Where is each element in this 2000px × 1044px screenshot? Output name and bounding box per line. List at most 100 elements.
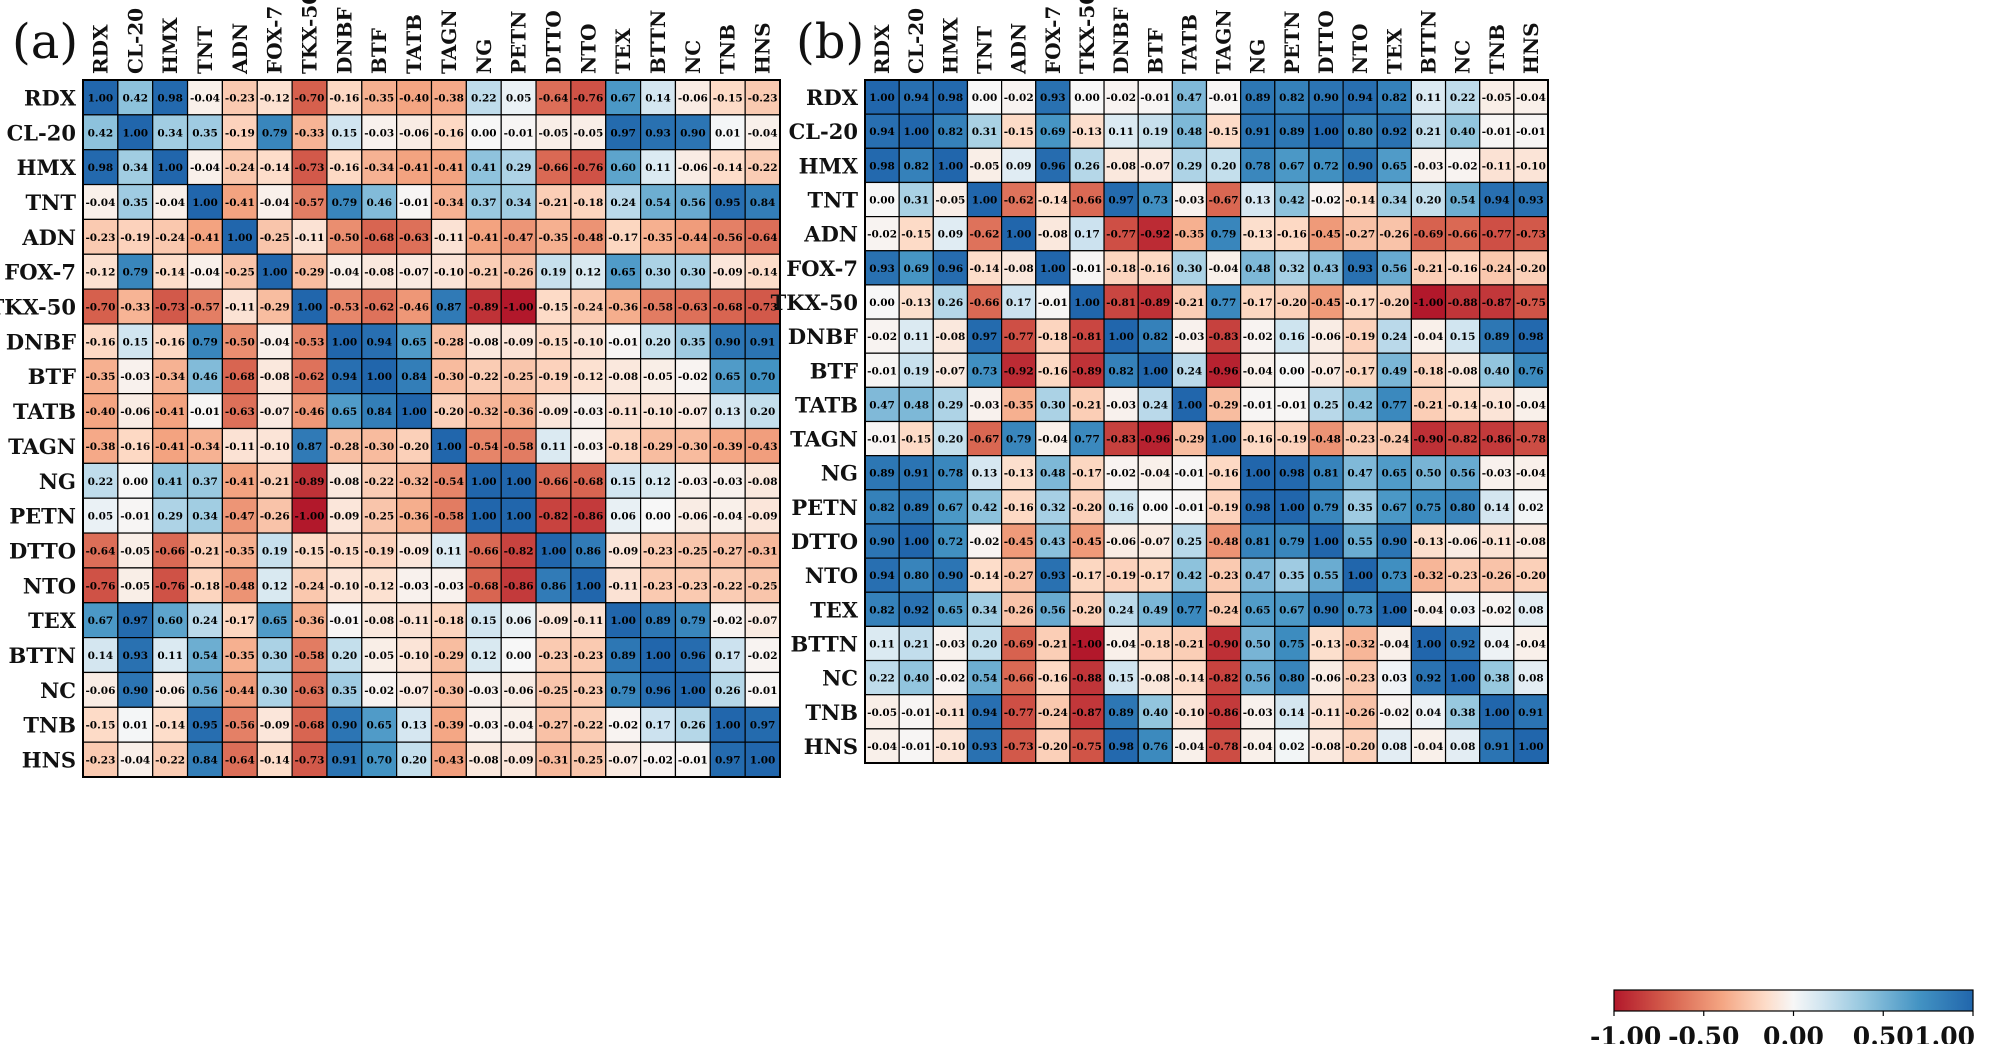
cell-value-b-6-7: -0.81 xyxy=(1106,297,1136,309)
heatmap-cell-a-14-3 xyxy=(186,567,224,604)
heatmap-cell-b-18-2 xyxy=(932,694,969,730)
cell-value-b-8-11: -0.04 xyxy=(1243,365,1273,377)
cell-value-a-17-1: 0.90 xyxy=(122,685,148,697)
cell-value-b-18-15: -0.02 xyxy=(1379,707,1409,719)
cell-value-b-10-19: -0.78 xyxy=(1516,434,1546,446)
cell-value-b-13-8: -0.07 xyxy=(1140,536,1170,548)
cell-value-a-7-12: -0.09 xyxy=(504,336,534,348)
cell-value-a-19-16: -0.02 xyxy=(643,755,673,767)
col-label-b-19: HNS xyxy=(1519,22,1543,74)
cell-value-b-11-14: 0.47 xyxy=(1347,468,1373,480)
cell-value-b-0-19: -0.04 xyxy=(1516,92,1546,104)
heatmap-cell-a-3-13 xyxy=(535,183,572,221)
cell-value-a-17-10: -0.30 xyxy=(434,685,464,697)
heatmap-cell-b-9-7 xyxy=(1103,386,1139,423)
cell-value-a-16-11: 0.12 xyxy=(471,650,497,662)
heatmap-cell-a-12-18 xyxy=(709,497,746,534)
cell-value-a-10-18: -0.39 xyxy=(713,441,743,453)
row-label-a-15: TEX xyxy=(28,608,77,633)
cell-value-a-1-8: -0.03 xyxy=(364,127,394,139)
heatmap-cell-b-1-3 xyxy=(966,113,1003,149)
heatmap-cell-b-19-9 xyxy=(1171,728,1208,764)
cell-value-b-0-5: 0.93 xyxy=(1040,92,1066,104)
cell-value-a-7-2: -0.16 xyxy=(155,336,185,348)
cell-value-b-5-0: 0.93 xyxy=(869,263,895,275)
cell-value-a-11-3: 0.37 xyxy=(192,476,218,488)
cell-value-b-12-1: 0.89 xyxy=(903,502,929,514)
heatmap-cell-a-7-14 xyxy=(570,323,607,360)
heatmap-cell-b-15-3 xyxy=(966,591,1003,628)
heatmap-cell-a-6-2 xyxy=(152,288,189,325)
heatmap-cell-b-10-4 xyxy=(1000,420,1037,457)
cell-value-b-13-17: -0.06 xyxy=(1448,536,1478,548)
cell-value-b-13-14: 0.55 xyxy=(1347,536,1373,548)
cell-value-a-12-6: -1.00 xyxy=(295,511,325,523)
cell-value-b-12-2: 0.67 xyxy=(938,502,964,514)
cell-value-b-3-6: -0.66 xyxy=(1072,195,1102,207)
col-label-a-7: DNBF xyxy=(332,7,356,74)
cell-value-b-17-19: 0.08 xyxy=(1518,673,1544,685)
heatmap-cell-b-11-18 xyxy=(1479,455,1515,491)
cell-value-a-10-16: -0.29 xyxy=(643,441,673,453)
cell-value-a-15-16: 0.89 xyxy=(645,615,671,627)
heatmap-cell-b-9-16 xyxy=(1410,386,1447,423)
cell-value-b-15-16: -0.04 xyxy=(1414,604,1444,616)
cell-value-b-12-6: -0.20 xyxy=(1072,502,1102,514)
heatmap-cell-b-14-17 xyxy=(1444,557,1481,593)
cell-value-b-10-16: -0.90 xyxy=(1414,434,1444,446)
cell-value-a-4-0: -0.23 xyxy=(85,232,115,244)
heatmap-cell-a-5-1 xyxy=(117,253,154,290)
heatmap-cell-b-2-10 xyxy=(1205,147,1242,184)
cell-value-b-5-11: 0.48 xyxy=(1245,263,1271,275)
cell-value-b-1-10: -0.15 xyxy=(1209,126,1239,138)
cell-value-a-0-0: 1.00 xyxy=(88,92,114,104)
cell-value-a-12-13: -0.82 xyxy=(539,511,569,523)
cell-value-b-15-5: 0.56 xyxy=(1040,604,1066,616)
colorbar: -1.00 -0.50 0.00 0.50 1.00 xyxy=(1590,989,1975,1044)
cell-value-b-16-12: 0.75 xyxy=(1279,638,1305,650)
cell-value-a-16-5: 0.30 xyxy=(262,650,288,662)
cell-value-a-1-18: 0.01 xyxy=(715,127,741,139)
cell-value-b-1-3: 0.31 xyxy=(972,126,998,138)
cell-value-a-18-4: -0.56 xyxy=(225,720,255,732)
heatmap-cell-b-11-2 xyxy=(932,455,969,491)
cell-value-b-0-8: -0.01 xyxy=(1140,92,1170,104)
cell-value-a-11-6: -0.89 xyxy=(295,476,325,488)
cell-value-a-14-11: -0.68 xyxy=(469,580,499,592)
cell-value-b-0-11: 0.89 xyxy=(1245,92,1271,104)
cell-value-a-16-10: -0.29 xyxy=(434,650,464,662)
cell-value-b-3-13: -0.02 xyxy=(1311,195,1341,207)
cell-value-a-8-1: -0.03 xyxy=(120,371,150,383)
heatmap-cell-a-19-11 xyxy=(465,741,502,778)
heatmap-cell-b-12-16 xyxy=(1410,489,1447,525)
heatmap-cell-b-5-3 xyxy=(966,250,1003,286)
heatmap-cell-a-17-5 xyxy=(256,671,293,708)
cell-value-b-11-12: 0.98 xyxy=(1279,468,1305,480)
cell-value-a-7-13: -0.15 xyxy=(539,336,569,348)
cell-value-a-7-5: -0.04 xyxy=(260,336,290,348)
cell-value-a-10-3: -0.34 xyxy=(190,441,220,453)
cell-value-a-18-9: 0.13 xyxy=(401,720,427,732)
row-label-a-12: PETN xyxy=(9,504,76,529)
heatmap-cell-a-18-17 xyxy=(674,706,711,743)
heatmap-cell-a-14-1 xyxy=(117,567,154,604)
heatmap-cell-b-15-17 xyxy=(1444,591,1481,628)
cell-value-b-9-5: 0.30 xyxy=(1040,399,1066,411)
cell-value-a-17-11: -0.03 xyxy=(469,685,499,697)
cell-value-b-2-5: 0.96 xyxy=(1040,160,1066,172)
cell-value-b-4-1: -0.15 xyxy=(901,229,931,241)
cell-value-b-13-2: 0.72 xyxy=(938,536,964,548)
heatmap-cell-b-5-5 xyxy=(1035,250,1071,286)
cell-value-b-15-19: 0.08 xyxy=(1518,604,1544,616)
heatmap-cell-b-12-19 xyxy=(1513,489,1549,525)
cell-value-b-2-14: 0.90 xyxy=(1347,160,1373,172)
cell-value-a-0-5: -0.12 xyxy=(260,92,290,104)
cell-value-b-3-16: 0.20 xyxy=(1416,195,1442,207)
heatmap-cell-b-4-5 xyxy=(1035,216,1071,252)
cell-value-b-3-17: 0.54 xyxy=(1450,195,1476,207)
row-label-b-2: HMX xyxy=(799,153,859,178)
cell-value-a-12-11: 1.00 xyxy=(471,511,497,523)
cell-value-b-10-11: -0.16 xyxy=(1243,434,1273,446)
cell-value-a-19-14: -0.25 xyxy=(573,755,603,767)
cell-value-a-17-0: -0.06 xyxy=(85,685,115,697)
